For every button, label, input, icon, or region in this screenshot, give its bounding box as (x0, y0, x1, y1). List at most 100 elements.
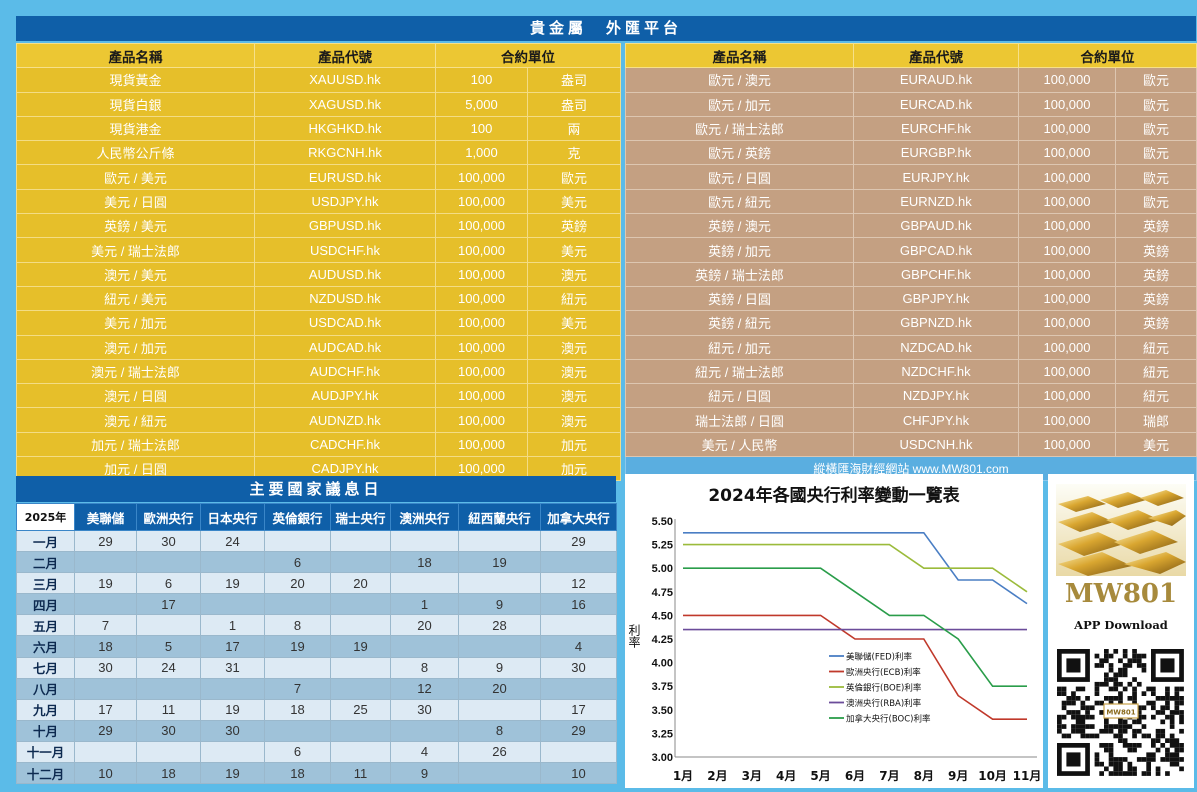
meeting-day (74, 551, 137, 574)
meeting-day: 18 (74, 635, 137, 658)
meeting-day: 11 (330, 762, 391, 785)
meeting-day (458, 572, 541, 595)
product-table-left: 產品名稱 產品代號 合約單位 現貨黃金 XAUUSD.hk 100 盎司 現貨白銀 XAG… (16, 42, 621, 482)
y-tick-label: 5.00 (652, 563, 673, 575)
meeting-day: 29 (540, 529, 617, 553)
meeting-day: 20 (330, 572, 391, 595)
meeting-day (390, 719, 459, 742)
meeting-day: 9 (458, 593, 541, 616)
product-row: 澳元 / 紐元 AUDNZD.hk 100,000 澳元 (16, 407, 621, 433)
month-label: 八月 (16, 677, 75, 700)
contract-unit: 紐元 (527, 285, 621, 312)
meeting-day (540, 614, 617, 637)
product-name: 現貨黃金 (16, 67, 255, 93)
legend-label: 英倫銀行(BOE)利率 (846, 683, 922, 694)
meeting-day: 4 (390, 740, 459, 764)
x-tick-label: 4月 (776, 769, 796, 783)
app-download-label[interactable]: APP Download (1073, 618, 1168, 632)
x-tick-label: 7月 (879, 769, 899, 783)
product-code: USDCAD.hk (254, 310, 436, 336)
meeting-day (74, 593, 137, 616)
product-row: 歐元 / 瑞士法郎 EURCHF.hk 100,000 歐元 (625, 115, 1197, 142)
product-name: 英鎊 / 紐元 (625, 310, 854, 336)
meeting-day: 8 (390, 656, 459, 679)
meeting-day (540, 740, 617, 764)
x-tick-label: 9月 (948, 769, 968, 783)
contract-amount: 100,000 (435, 431, 528, 458)
product-name: 美元 / 人民幣 (625, 431, 854, 458)
product-code: EURAUD.hk (853, 67, 1019, 93)
meeting-day (540, 677, 617, 700)
contract-amount: 100,000 (435, 213, 528, 239)
contract-amount: 100 (435, 67, 528, 93)
product-name: 紐元 / 日圓 (625, 383, 854, 409)
col-product-code: 產品代號 (853, 42, 1019, 69)
month-row: 八月 7 12 20 (16, 677, 617, 700)
meeting-day: 18 (264, 698, 331, 721)
contract-unit: 歐元 (1115, 115, 1197, 142)
product-code: HKGHKD.hk (254, 115, 436, 142)
month-row: 十二月 10 18 19 18 11 9 10 (16, 762, 617, 785)
meeting-day: 30 (136, 529, 201, 553)
contract-amount: 100,000 (435, 285, 528, 312)
meeting-day: 16 (540, 593, 617, 616)
contract-amount: 100,000 (1018, 67, 1116, 93)
contract-amount: 100,000 (1018, 310, 1116, 336)
contract-unit: 英鎊 (1115, 237, 1197, 263)
month-label: 三月 (16, 572, 75, 595)
meeting-day: 19 (330, 635, 391, 658)
contract-unit: 美元 (527, 188, 621, 215)
product-name: 紐元 / 加元 (625, 334, 854, 360)
product-code: AUDNZD.hk (254, 407, 436, 433)
contract-amount: 5,000 (435, 91, 528, 117)
meeting-day: 20 (390, 614, 459, 637)
product-code: XAGUSD.hk (254, 91, 436, 117)
meeting-day (200, 677, 265, 700)
product-row: 英鎊 / 日圓 GBPJPY.hk 100,000 英鎊 (625, 285, 1197, 312)
meeting-day (330, 551, 391, 574)
contract-amount: 100,000 (435, 164, 528, 190)
meeting-day (540, 551, 617, 574)
meeting-day: 12 (390, 677, 459, 700)
contract-amount: 100,000 (1018, 140, 1116, 166)
meeting-day: 17 (74, 698, 137, 721)
contract-unit: 歐元 (1115, 67, 1197, 93)
series-line (683, 614, 1027, 720)
meeting-day: 7 (74, 614, 137, 637)
contract-unit: 盎司 (527, 67, 621, 93)
product-row: 歐元 / 紐元 EURNZD.hk 100,000 歐元 (625, 188, 1197, 215)
product-name: 歐元 / 瑞士法郎 (625, 115, 854, 142)
meeting-day (200, 593, 265, 616)
meeting-day: 29 (74, 529, 137, 553)
contract-amount: 100,000 (1018, 164, 1116, 190)
contract-amount: 100 (435, 115, 528, 142)
contract-unit: 紐元 (1115, 383, 1197, 409)
contract-unit: 美元 (527, 310, 621, 336)
contract-unit: 澳元 (527, 334, 621, 360)
product-name: 英鎊 / 澳元 (625, 213, 854, 239)
product-name: 澳元 / 美元 (16, 261, 255, 287)
product-row: 英鎊 / 瑞士法郎 GBPCHF.hk 100,000 英鎊 (625, 261, 1197, 287)
meeting-day: 6 (264, 551, 331, 574)
contract-unit: 紐元 (1115, 334, 1197, 360)
y-axis-label: 利率 (627, 624, 641, 648)
product-row: 紐元 / 加元 NZDCAD.hk 100,000 紐元 (625, 334, 1197, 360)
month-row: 十月 29 30 30 8 29 (16, 719, 617, 742)
product-row: 歐元 / 美元 EURUSD.hk 100,000 歐元 (16, 164, 621, 190)
contract-unit: 歐元 (1115, 164, 1197, 190)
legend-label: 加拿大央行(BOC)利率 (846, 714, 931, 725)
meeting-day: 10 (74, 762, 137, 785)
product-code: GBPCHF.hk (853, 261, 1019, 287)
month-row: 七月 30 24 31 8 9 30 (16, 656, 617, 679)
product-code: CHFJPY.hk (853, 407, 1019, 433)
meeting-day: 30 (136, 719, 201, 742)
product-name: 澳元 / 紐元 (16, 407, 255, 433)
bank-header: 加拿大央行 (540, 503, 617, 531)
contract-amount: 100,000 (1018, 285, 1116, 312)
product-row: 紐元 / 瑞士法郎 NZDCHF.hk 100,000 紐元 (625, 358, 1197, 385)
product-row: 加元 / 瑞士法郎 CADCHF.hk 100,000 加元 (16, 431, 621, 458)
meeting-day: 17 (540, 698, 617, 721)
product-name: 澳元 / 加元 (16, 334, 255, 360)
meeting-day (390, 572, 459, 595)
contract-unit: 盎司 (527, 91, 621, 117)
